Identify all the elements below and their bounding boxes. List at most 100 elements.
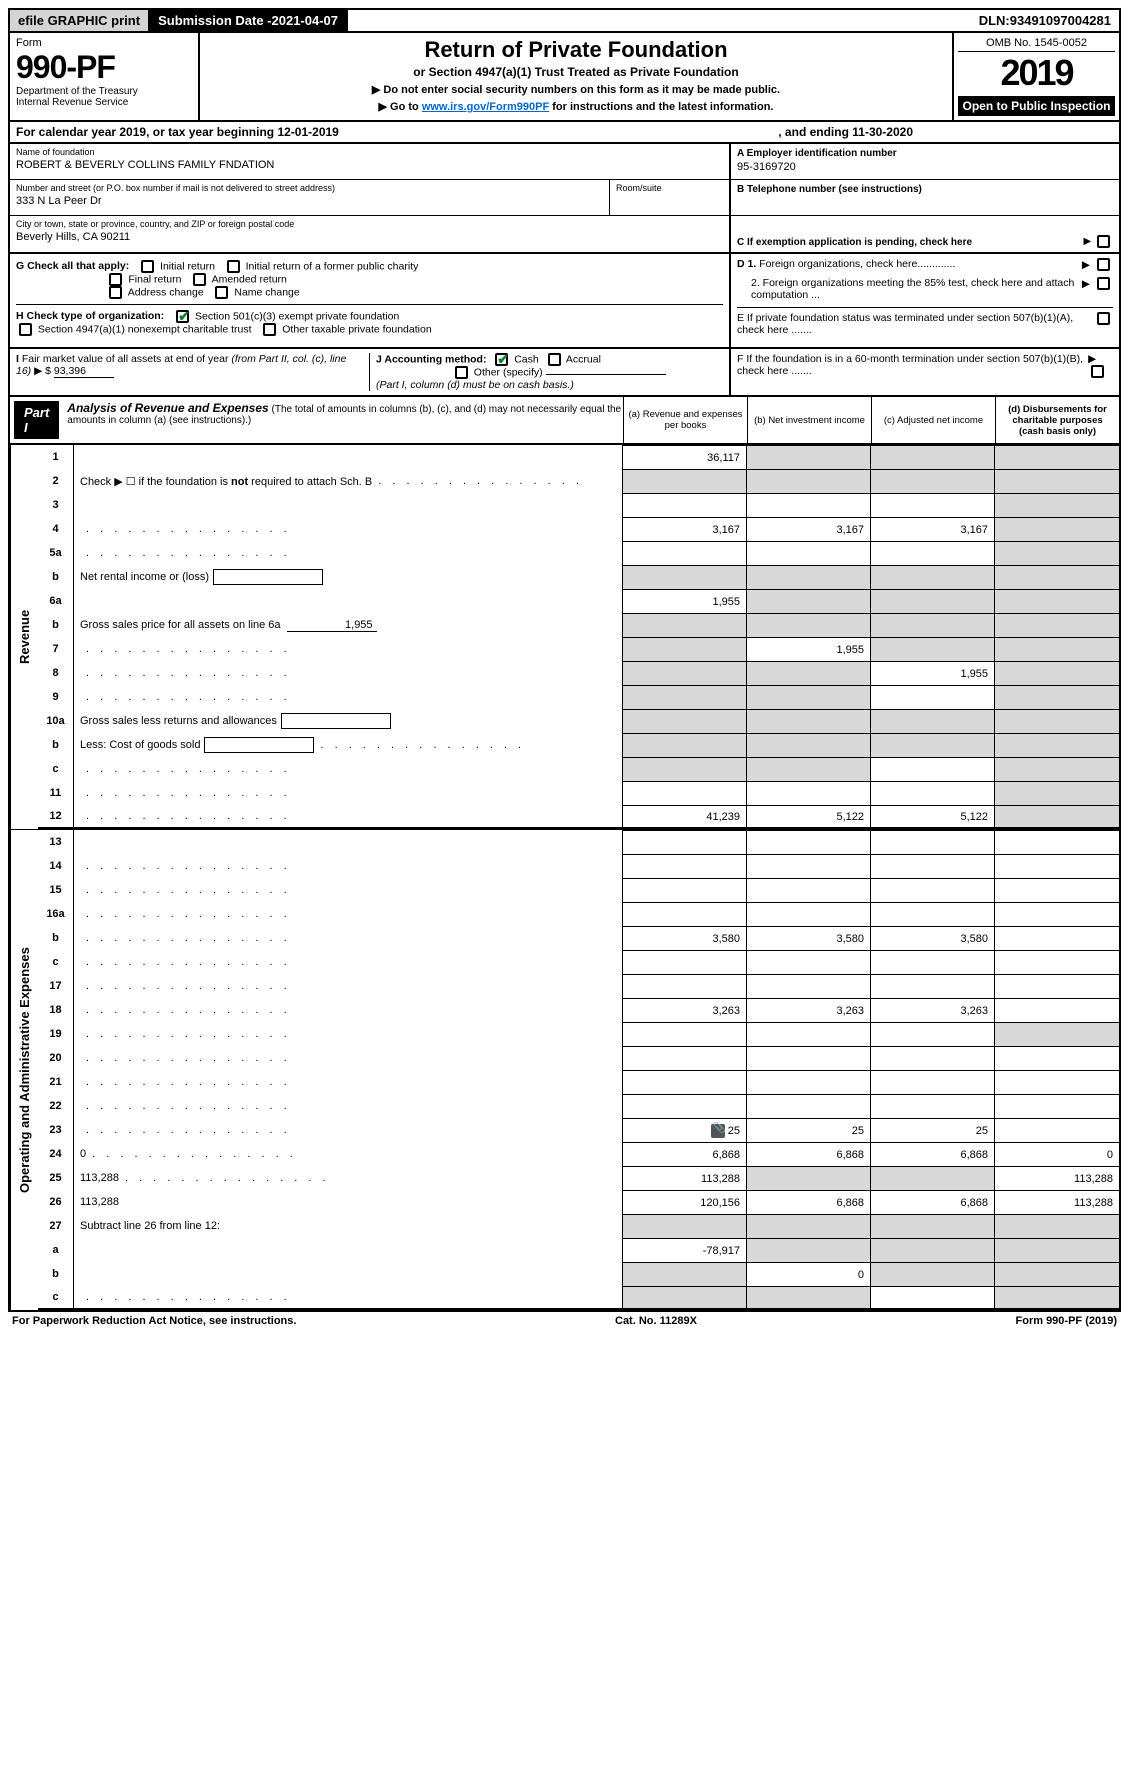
checkbox-name-change[interactable] (215, 286, 228, 299)
col-d-val (995, 589, 1119, 613)
row-desc (74, 493, 623, 517)
row-num: 18 (38, 998, 74, 1022)
col-a-head: (a) Revenue and expenses per books (623, 397, 747, 443)
instructions-link[interactable]: www.irs.gov/Form990PF (422, 101, 549, 113)
col-d-val (995, 685, 1119, 709)
checkbox-f[interactable] (1091, 365, 1104, 378)
col-a-val: 120,156 (623, 1190, 747, 1214)
col-d-val (995, 1046, 1119, 1070)
row-num: 8 (38, 661, 74, 685)
attachment-icon[interactable] (711, 1124, 725, 1138)
col-c-val: 6,868 (871, 1190, 995, 1214)
row-1: 136,117 (38, 445, 1119, 469)
row-desc: Net rental income or (loss) (74, 565, 623, 589)
col-d-val (995, 1262, 1119, 1286)
row-c: c. . . . . . . . . . . . . . . (38, 757, 1119, 781)
col-d-val (995, 926, 1119, 950)
checkbox-c[interactable] (1097, 235, 1110, 248)
row-num: b (38, 733, 74, 757)
col-a-val: 25 (623, 1118, 747, 1142)
row-desc: . . . . . . . . . . . . . . . (74, 781, 623, 805)
col-d-val (995, 1286, 1119, 1308)
row-num: 26 (38, 1190, 74, 1214)
expenses-side-label: Operating and Administrative Expenses (10, 830, 38, 1310)
row-b: b0 (38, 1262, 1119, 1286)
row-num: 1 (38, 445, 74, 469)
col-a-val (623, 781, 747, 805)
col-b-val (747, 757, 871, 781)
part-tag: Part I (14, 401, 59, 439)
col-c-val (871, 637, 995, 661)
row-23: 23. . . . . . . . . . . . . . .252525 (38, 1118, 1119, 1142)
col-b-val (747, 1238, 871, 1262)
exemption-pending-cell: C If exemption application is pending, c… (731, 216, 1119, 252)
row-a: a-78,917 (38, 1238, 1119, 1262)
col-d-val: 113,288 (995, 1190, 1119, 1214)
row-6a: 6a1,955 (38, 589, 1119, 613)
row-desc: . . . . . . . . . . . . . . . (74, 637, 623, 661)
col-b-val: 3,263 (747, 998, 871, 1022)
col-a-val: -78,917 (623, 1238, 747, 1262)
col-b-val: 3,580 (747, 926, 871, 950)
row-num: 24 (38, 1142, 74, 1166)
ein-cell: A Employer identification number 95-3169… (731, 144, 1119, 180)
checkbox-final-return[interactable] (109, 273, 122, 286)
checkbox-initial-public[interactable] (227, 260, 240, 273)
row-num: 2 (38, 469, 74, 493)
row-desc: . . . . . . . . . . . . . . . (74, 902, 623, 926)
col-c-val (871, 1046, 995, 1070)
col-c-val (871, 445, 995, 469)
row-26: 26113,288120,1566,8686,868113,288 (38, 1190, 1119, 1214)
row-b: b. . . . . . . . . . . . . . .3,5803,580… (38, 926, 1119, 950)
row-desc: 113,288 (74, 1190, 623, 1214)
row-desc: . . . . . . . . . . . . . . . (74, 998, 623, 1022)
col-c-val (871, 1022, 995, 1046)
row-desc: 0. . . . . . . . . . . . . . . (74, 1142, 623, 1166)
col-a-val: 3,580 (623, 926, 747, 950)
omb-number: OMB No. 1545-0052 (958, 37, 1115, 52)
col-a-val: 3,263 (623, 998, 747, 1022)
room-cell: Room/suite (609, 180, 729, 215)
col-a-val (623, 685, 747, 709)
col-c-val: 3,167 (871, 517, 995, 541)
col-c-val: 6,868 (871, 1142, 995, 1166)
checkbox-cash[interactable] (495, 353, 508, 366)
checkbox-d2[interactable] (1097, 277, 1110, 290)
col-d-val (995, 637, 1119, 661)
checkbox-address-change[interactable] (109, 286, 122, 299)
fmv-value: 93,396 (54, 365, 114, 378)
col-a-val (623, 950, 747, 974)
row-11: 11. . . . . . . . . . . . . . . (38, 781, 1119, 805)
row-5a: 5a. . . . . . . . . . . . . . . (38, 541, 1119, 565)
col-d-val (995, 1118, 1119, 1142)
checkbox-accrual[interactable] (548, 353, 561, 366)
page-footer: For Paperwork Reduction Act Notice, see … (8, 1312, 1121, 1330)
row-3: 3 (38, 493, 1119, 517)
col-c-val (871, 854, 995, 878)
row-num: 25 (38, 1166, 74, 1190)
col-a-val (623, 854, 747, 878)
checkbox-other-method[interactable] (455, 366, 468, 379)
efile-print-button[interactable]: efile GRAPHIC print (10, 10, 150, 31)
row-desc: Less: Cost of goods sold. . . . . . . . … (74, 733, 623, 757)
row-desc: . . . . . . . . . . . . . . . (74, 1094, 623, 1118)
col-b-val (747, 1286, 871, 1308)
d2-row: 2. Foreign organizations meeting the 85%… (737, 277, 1113, 301)
col-c-val (871, 589, 995, 613)
col-d-val (995, 950, 1119, 974)
col-c-val (871, 1262, 995, 1286)
col-b-val (747, 1166, 871, 1190)
col-c-val (871, 541, 995, 565)
checkbox-other-taxable[interactable] (263, 323, 276, 336)
checkbox-501c3[interactable] (176, 310, 189, 323)
row-c: c. . . . . . . . . . . . . . . (38, 1286, 1119, 1310)
checkbox-d1[interactable] (1097, 258, 1110, 271)
checkbox-amended[interactable] (193, 273, 206, 286)
col-a-val (623, 1262, 747, 1286)
checkbox-initial-return[interactable] (141, 260, 154, 273)
col-d-val (995, 805, 1119, 827)
open-public-badge: Open to Public Inspection (958, 96, 1115, 116)
col-b-val: 3,167 (747, 517, 871, 541)
checkbox-4947[interactable] (19, 323, 32, 336)
checkbox-e[interactable] (1097, 312, 1110, 325)
